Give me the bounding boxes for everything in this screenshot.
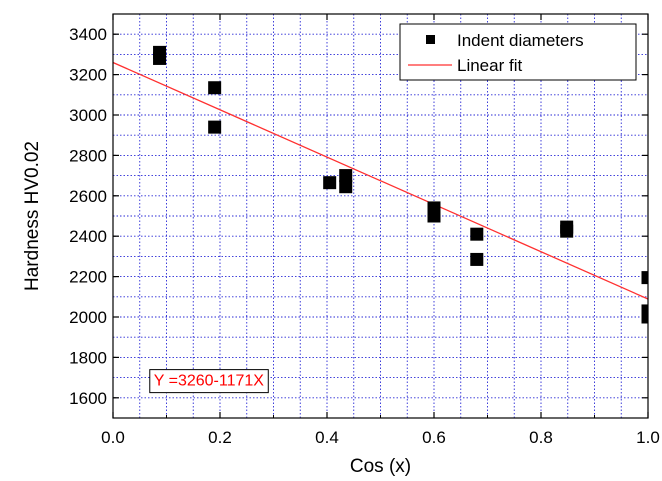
data-point <box>323 176 337 190</box>
y-tick-label: 1800 <box>69 348 107 367</box>
data-point <box>339 180 353 194</box>
fit-equation-box <box>149 369 269 394</box>
legend-label-indent-diameters: Indent diameters <box>457 31 584 50</box>
legend-marker-indent-diameters <box>426 35 435 44</box>
data-point <box>641 271 648 285</box>
y-tick-label: 3000 <box>69 106 107 125</box>
fit-equation-label: Y =3260-1171X <box>154 373 265 390</box>
data-point <box>560 224 574 238</box>
x-tick-label: 0.2 <box>208 428 232 447</box>
legend-label-linear-fit: Linear fit <box>457 56 522 75</box>
y-tick-label: 2800 <box>69 146 107 165</box>
y-axis-title: Hardness HV0.02 <box>22 141 43 291</box>
data-point <box>470 252 484 266</box>
axis-ticks: 0.0 0.2 0.4 0.6 0.8 1.0 1600 1800 2000 2200 2400 26… <box>69 14 660 447</box>
data-point <box>339 169 353 183</box>
y-tick-label: 3400 <box>69 25 107 44</box>
data-point <box>208 81 222 95</box>
annotation-layer: Y =3260-1171X <box>149 369 269 394</box>
legend: Indent diameters Linear fit <box>399 23 637 81</box>
points-layer <box>153 45 648 324</box>
y-tick-label: 2600 <box>69 187 107 206</box>
data-point <box>208 120 222 134</box>
fit-line-layer <box>113 61 648 300</box>
x-tick-label: 0.0 <box>101 428 125 447</box>
data-point <box>470 227 484 241</box>
y-tick-label: 2200 <box>69 268 107 287</box>
legend-box <box>399 23 637 81</box>
y-tick-label: 1600 <box>69 389 107 408</box>
x-tick-label: 0.8 <box>529 428 553 447</box>
x-tick-label: 0.6 <box>422 428 446 447</box>
y-tick-label: 2400 <box>69 227 107 246</box>
x-tick-label: 0.4 <box>315 428 339 447</box>
x-axis-title: Cos (x) <box>350 456 411 477</box>
linear-fit-line <box>113 61 648 300</box>
data-point <box>427 209 441 223</box>
y-tick-label: 2000 <box>69 308 107 327</box>
x-tick-label: 1.0 <box>636 428 660 447</box>
data-point <box>153 51 167 65</box>
y-tick-label: 3200 <box>69 66 107 85</box>
